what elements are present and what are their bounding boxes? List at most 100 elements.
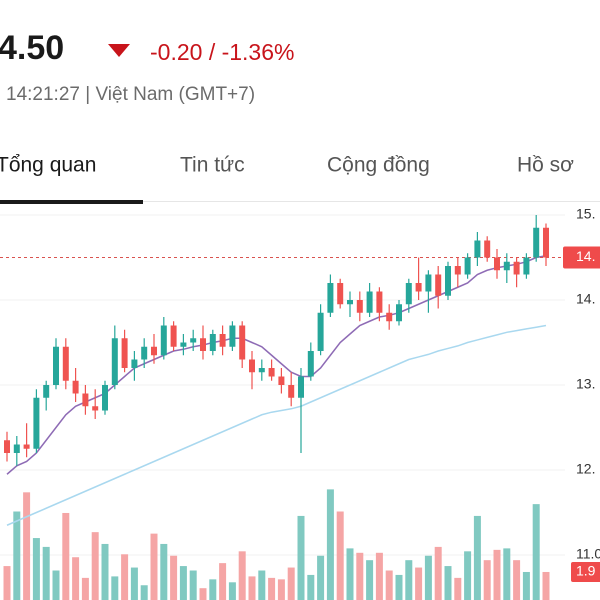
tab-separator [0,201,600,202]
volume-bar [395,574,403,600]
volume-bar [91,532,99,600]
candle-body [229,325,236,347]
moving-average [6,255,547,475]
volume-bar [140,585,148,600]
volume-bar [464,551,472,600]
candle-body [464,257,471,275]
timestamp: 14:21:27 | Việt Nam (GMT+7) [6,84,255,105]
candle-body [200,338,206,351]
candle-body [327,283,334,313]
candle-body [102,385,108,411]
candle-body [249,359,255,373]
volume-bar [317,555,325,600]
tab[interactable]: Tổng quan [0,154,96,177]
volume-bar [32,538,40,600]
candle-body [278,376,285,385]
candle-body [484,240,491,258]
volume-bar [23,492,31,600]
volume-bar [81,577,89,600]
candle-body [170,325,177,347]
candle-body [111,338,118,385]
candle-body [415,283,422,292]
candle-body [435,274,442,296]
volume-bar [219,563,227,600]
volume-bar [444,566,452,600]
last-price-badge [563,246,600,269]
candle-body [405,283,412,305]
candle-body [258,368,265,373]
volume-bar [493,549,501,600]
candle-body [239,325,246,360]
candle-body [376,291,383,313]
candle-body [33,397,40,449]
volume-bar [356,552,364,600]
last-price-label: 14. [576,248,595,264]
candle-body [160,325,167,356]
candle-body [43,385,50,398]
volume-bar [346,548,354,600]
candle-body [503,261,510,271]
down-arrow [108,44,130,57]
candle-body [219,334,226,347]
candle-body [307,351,314,377]
candle-body [425,274,432,292]
volume-bar [13,511,21,600]
volume-bar [424,555,432,600]
candle-body [396,304,402,322]
candle-body [366,291,373,313]
candle-body [543,227,549,258]
candle-body [494,257,500,271]
active-tab-indicator [0,200,143,204]
volume-bar [121,554,129,600]
candle-body [347,300,353,305]
candle-body [4,440,10,453]
tab[interactable]: Cộng đồng [327,154,430,177]
volume-bar [366,560,374,600]
volume-bar [209,579,217,600]
y-tick-label: 11.0 [576,546,600,562]
volume-bar [130,567,138,600]
volume-bar [297,515,305,600]
candle-body [180,342,187,347]
y-tick-label: 12. [576,461,595,477]
volume-bar [277,579,285,600]
volume-bar [336,511,344,600]
volume-bar [111,576,119,600]
tab[interactable]: Hồ sơ [517,154,574,177]
candle-body [337,283,344,305]
price-change: -0.20 / -1.36% [150,39,294,65]
candle-body [445,266,451,296]
volume-bar [258,570,266,600]
volume-bar [375,552,383,600]
volume-bar [248,576,256,600]
candle-body [92,406,99,411]
volume-bar [101,543,109,600]
volume-bar [385,570,393,600]
candle-body [82,393,89,407]
volume-bar [150,533,158,600]
candle-body [23,444,30,449]
volume-bar [405,560,413,600]
volume-bar [542,571,550,600]
volume-bar [228,582,236,600]
candle-body [53,346,59,385]
volume-bar [503,548,511,600]
candle-body [523,257,530,275]
volume-bar [326,489,334,600]
volume-bar [522,571,530,600]
candle-body [190,338,197,343]
candle-body [131,359,138,368]
tab[interactable]: Tin tức [180,154,245,177]
candle-body [474,240,481,258]
candle-body [513,261,520,275]
candle-body [209,334,216,351]
y-tick-label: 13. [576,376,595,392]
candle-body [288,385,295,398]
volume-bar [513,560,521,600]
volume-badge [571,561,600,582]
volume-bar [434,546,442,600]
volume-bar [307,574,315,600]
volume-bar [42,546,50,600]
candle-body [386,312,393,322]
